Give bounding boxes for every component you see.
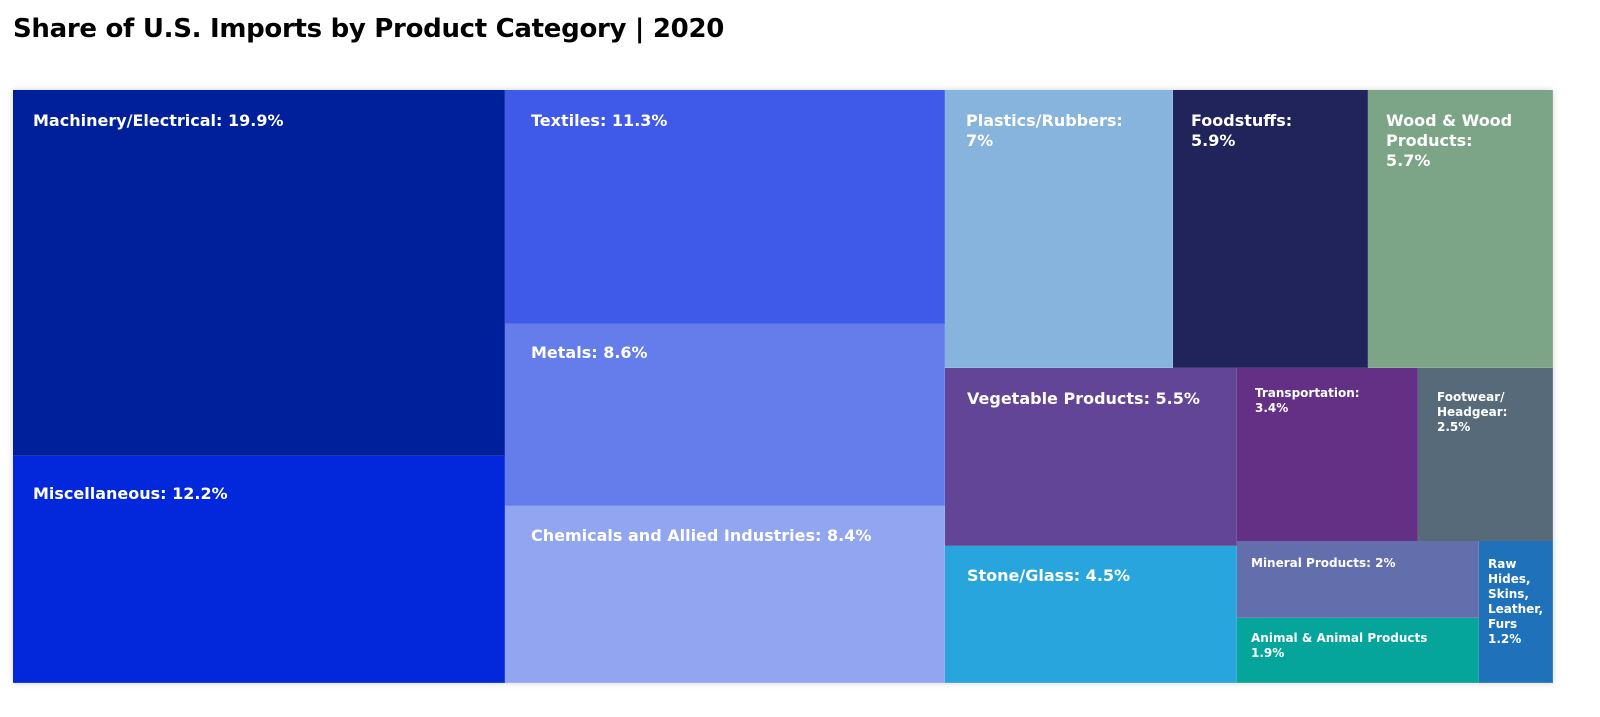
- treemap-cell: Raw Hides, Skins, Leather, Furs 1.2%: [1479, 541, 1553, 683]
- treemap-cell-label: Machinery/Electrical: 19.9%: [33, 111, 284, 130]
- treemap-cell: Machinery/Electrical: 19.9%: [13, 90, 505, 456]
- treemap-cell: Transportation: 3.4%: [1237, 368, 1418, 546]
- treemap-cell: Footwear/ Headgear: 2.5%: [1418, 368, 1553, 546]
- treemap-cell-label: Wood & Wood Products: 5.7%: [1386, 111, 1513, 170]
- treemap-cell: Chemicals and Allied Industries: 8.4%: [505, 506, 945, 683]
- page-title: Share of U.S. Imports by Product Categor…: [13, 14, 725, 44]
- treemap-cell: Vegetable Products: 5.5%: [945, 368, 1237, 546]
- treemap-cell-label: Chemicals and Allied Industries: 8.4%: [531, 526, 872, 545]
- treemap-cell: Animal & Animal Products 1.9%: [1237, 618, 1479, 683]
- treemap-cell-label: Animal & Animal Products 1.9%: [1251, 631, 1428, 660]
- treemap-cell: Mineral Products: 2%: [1237, 541, 1479, 618]
- treemap-chart: Machinery/Electrical: 19.9% Miscellaneous…: [13, 90, 1553, 683]
- treemap-cell: Miscellaneous: 12.2%: [13, 456, 505, 683]
- treemap-cell-label: Footwear/ Headgear: 2.5%: [1437, 390, 1508, 434]
- treemap-cell-label: Mineral Products: 2%: [1251, 556, 1396, 570]
- treemap-cell-label: Stone/Glass: 4.5%: [967, 566, 1131, 585]
- treemap-cell: Metals: 8.6%: [505, 324, 945, 506]
- treemap-cell: Textiles: 11.3%: [505, 90, 945, 324]
- treemap-cell-label: Foodstuffs: 5.9%: [1191, 111, 1293, 150]
- treemap-cell-label: Plastics/Rubbers: 7%: [966, 111, 1123, 150]
- treemap-cell: Stone/Glass: 4.5%: [945, 546, 1237, 683]
- treemap-cell-label: Vegetable Products: 5.5%: [967, 389, 1200, 408]
- treemap-cell-label: Textiles: 11.3%: [531, 111, 668, 130]
- treemap-cell: Foodstuffs: 5.9%: [1173, 90, 1368, 368]
- treemap-cell: Plastics/Rubbers: 7%: [945, 90, 1173, 368]
- treemap-cell-label: Miscellaneous: 12.2%: [33, 484, 228, 503]
- treemap-cell-label: Raw Hides, Skins, Leather, Furs 1.2%: [1488, 557, 1544, 646]
- treemap-cell-label: Transportation: 3.4%: [1255, 386, 1360, 415]
- treemap-cell-label: Metals: 8.6%: [531, 343, 648, 362]
- treemap-cell: Wood & Wood Products: 5.7%: [1368, 90, 1553, 368]
